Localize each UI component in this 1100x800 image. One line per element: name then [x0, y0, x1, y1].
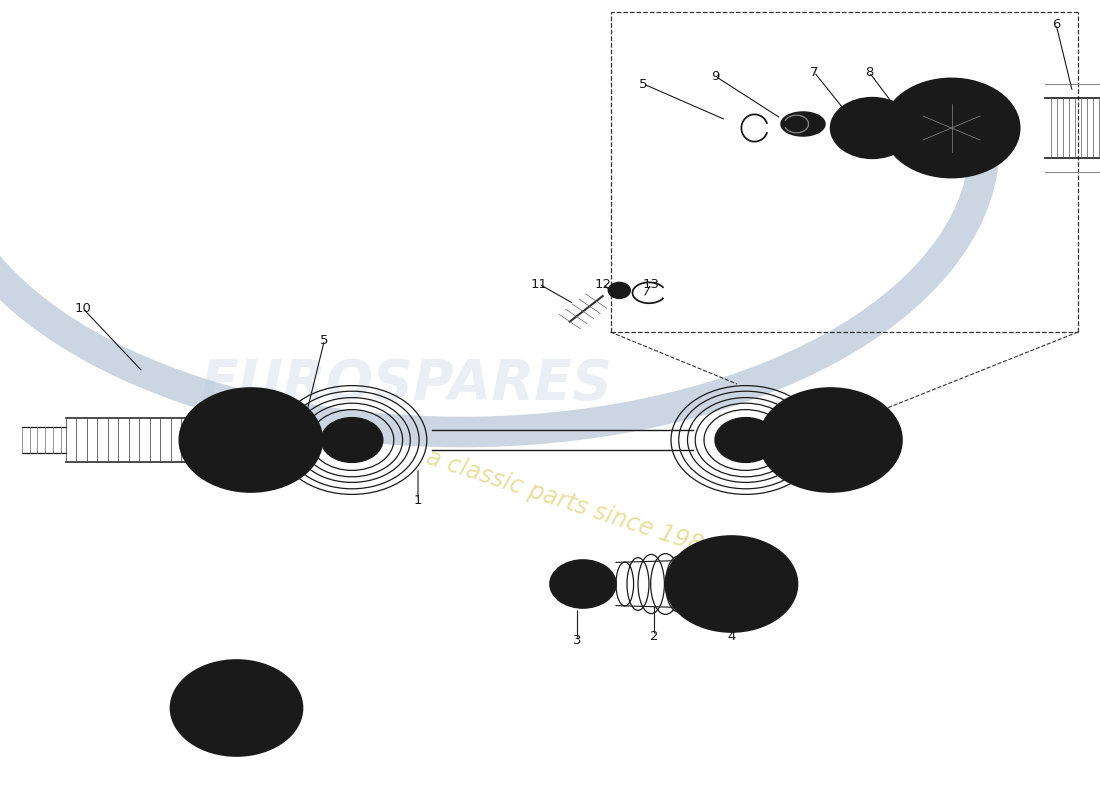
Circle shape — [767, 438, 773, 442]
Circle shape — [715, 418, 777, 462]
Circle shape — [738, 420, 745, 425]
Circle shape — [229, 424, 273, 456]
Circle shape — [987, 120, 1009, 136]
Circle shape — [759, 388, 902, 492]
Circle shape — [355, 421, 362, 426]
Text: a classic parts since 1985: a classic parts since 1985 — [424, 446, 720, 562]
Circle shape — [216, 402, 236, 416]
Circle shape — [964, 149, 986, 165]
Text: 9: 9 — [711, 70, 719, 82]
Circle shape — [266, 464, 286, 478]
Circle shape — [324, 436, 331, 441]
Circle shape — [808, 424, 852, 456]
Text: 14: 14 — [228, 746, 245, 758]
Circle shape — [371, 430, 377, 435]
Circle shape — [266, 402, 286, 416]
Circle shape — [848, 110, 896, 146]
Circle shape — [767, 441, 773, 446]
Circle shape — [340, 454, 346, 459]
Text: 2: 2 — [650, 630, 659, 642]
Circle shape — [326, 444, 332, 449]
Circle shape — [725, 450, 732, 455]
Circle shape — [608, 282, 630, 298]
Text: 10: 10 — [74, 302, 91, 314]
Circle shape — [845, 464, 865, 478]
Text: 11: 11 — [530, 278, 548, 290]
Circle shape — [179, 388, 322, 492]
Circle shape — [563, 570, 603, 598]
Circle shape — [334, 427, 370, 453]
Circle shape — [795, 402, 815, 416]
Circle shape — [883, 78, 1020, 178]
Circle shape — [845, 402, 865, 416]
Text: 12: 12 — [594, 278, 612, 290]
Circle shape — [334, 423, 341, 428]
Circle shape — [870, 433, 890, 447]
Circle shape — [321, 418, 383, 462]
Circle shape — [290, 433, 310, 447]
Circle shape — [216, 464, 235, 478]
Circle shape — [930, 112, 974, 144]
Circle shape — [917, 91, 939, 107]
Circle shape — [718, 436, 725, 441]
Text: 4: 4 — [727, 630, 736, 642]
Circle shape — [191, 433, 211, 447]
Circle shape — [344, 420, 351, 425]
Circle shape — [745, 455, 751, 460]
Circle shape — [190, 674, 283, 742]
Text: 7: 7 — [810, 66, 818, 78]
Circle shape — [170, 660, 302, 756]
Circle shape — [328, 429, 334, 434]
Text: 13: 13 — [642, 278, 660, 290]
Circle shape — [373, 441, 380, 446]
Circle shape — [550, 560, 616, 608]
Text: 5: 5 — [639, 78, 648, 90]
Circle shape — [351, 455, 358, 460]
Circle shape — [614, 286, 625, 294]
Circle shape — [749, 421, 756, 426]
Circle shape — [722, 429, 728, 434]
Circle shape — [728, 423, 735, 428]
Text: EUROSPARES: EUROSPARES — [201, 357, 613, 411]
Ellipse shape — [781, 112, 825, 136]
Text: 6: 6 — [1052, 18, 1060, 30]
Circle shape — [364, 424, 371, 429]
Circle shape — [368, 448, 375, 453]
Circle shape — [771, 433, 791, 447]
Circle shape — [830, 98, 914, 158]
Text: 3: 3 — [573, 634, 582, 646]
Circle shape — [373, 438, 380, 442]
Circle shape — [894, 120, 916, 136]
Circle shape — [762, 448, 769, 453]
Circle shape — [795, 464, 815, 478]
Text: 8: 8 — [865, 66, 873, 78]
Circle shape — [734, 454, 740, 459]
Circle shape — [764, 430, 771, 435]
Circle shape — [728, 427, 763, 453]
Circle shape — [361, 453, 367, 458]
Circle shape — [964, 91, 986, 107]
Circle shape — [331, 450, 338, 455]
Text: 1: 1 — [414, 494, 422, 506]
Circle shape — [681, 547, 782, 621]
Circle shape — [209, 688, 264, 728]
Circle shape — [917, 149, 939, 165]
Circle shape — [666, 536, 798, 632]
Circle shape — [755, 453, 761, 458]
Circle shape — [758, 424, 764, 429]
Circle shape — [719, 444, 726, 449]
Text: 5: 5 — [320, 334, 329, 346]
